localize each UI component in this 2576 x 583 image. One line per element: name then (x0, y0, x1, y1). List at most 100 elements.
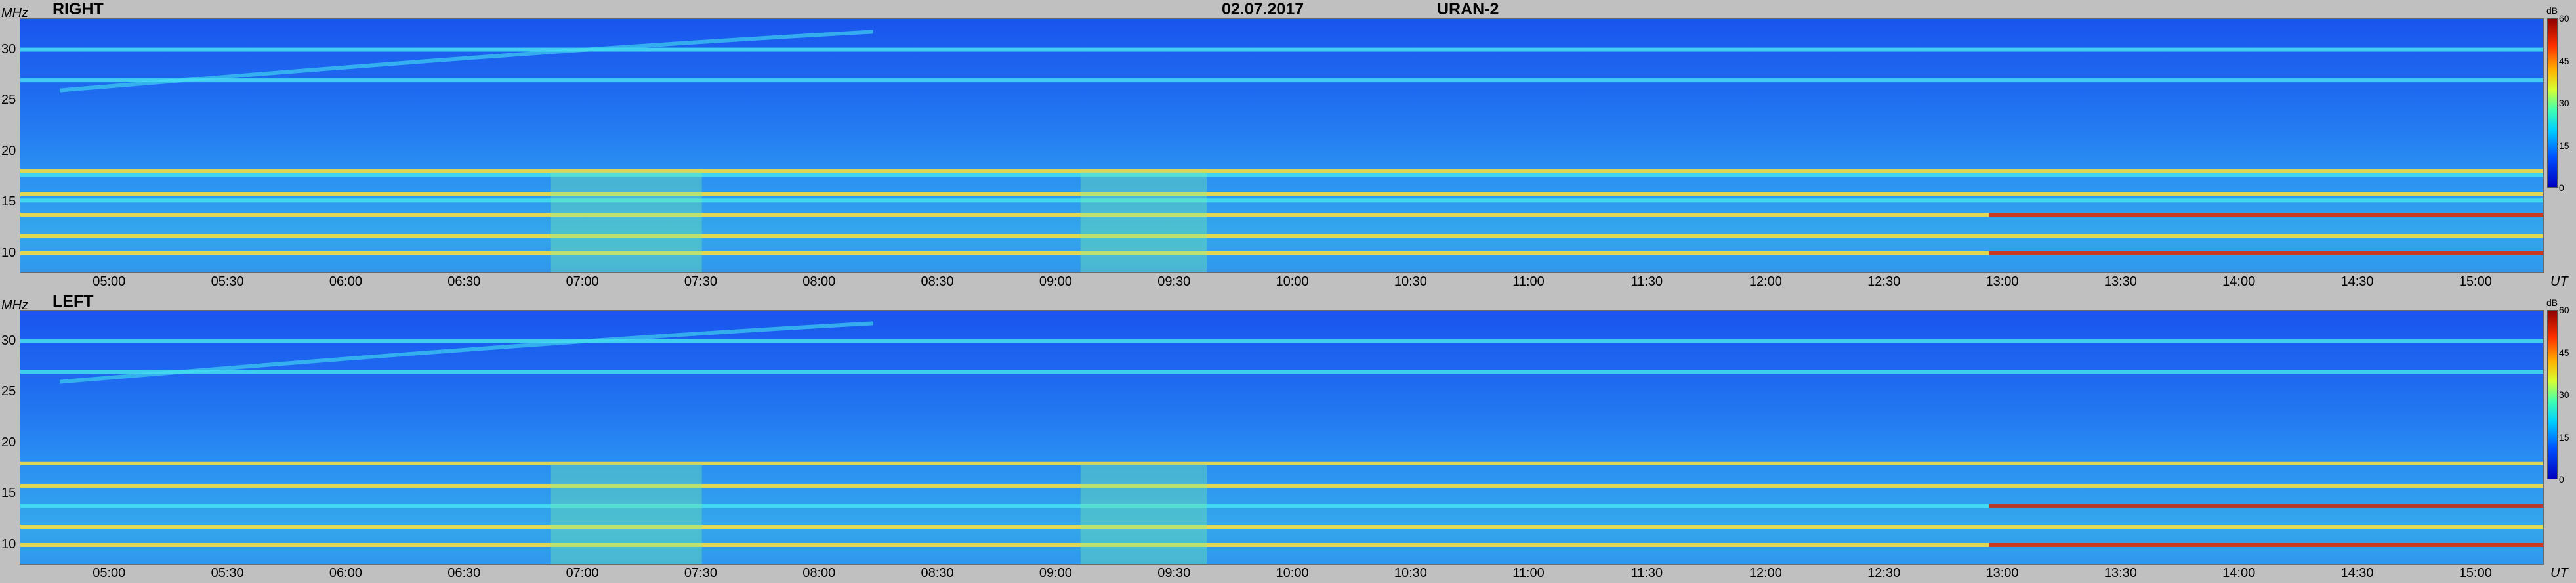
x-tick-label: 08:30 (921, 274, 954, 289)
broadband-emission (550, 171, 702, 272)
x-tick-label: 09:30 (1157, 566, 1191, 580)
x-tick-label: 05:00 (93, 274, 126, 289)
x-tick-label: 12:30 (1867, 274, 1901, 289)
y-tick-label: 25 (1, 384, 16, 399)
frequency-band (20, 173, 2543, 177)
y-tick-label: 30 (1, 333, 16, 348)
x-tick-label: 14:30 (2340, 274, 2374, 289)
spectrogram-right (20, 18, 2544, 273)
x-tick-label: 06:30 (447, 274, 481, 289)
x-tick-label: 11:30 (1631, 274, 1663, 289)
x-tick-label: 06:30 (447, 566, 481, 580)
panel-title-left: LEFT (52, 292, 94, 311)
frequency-band (20, 234, 2543, 238)
instrument-label: URAN-2 (1437, 0, 1499, 18)
colorbar-unit: dB (2546, 5, 2558, 16)
colorbar-tick-label: 60 (2559, 13, 2569, 24)
broadband-emission (1080, 171, 1207, 272)
intense-band-segment (1989, 542, 2543, 547)
colorbar-tick-label: 30 (2559, 98, 2569, 108)
x-tick-label: 09:30 (1157, 274, 1191, 289)
frequency-band (20, 169, 2543, 173)
frequency-band (20, 212, 2543, 217)
x-tick-label: 08:30 (921, 566, 954, 580)
x-tick-label: 08:00 (802, 566, 836, 580)
x-tick-label: 06:00 (329, 274, 362, 289)
x-tick-label: 11:00 (1512, 274, 1545, 289)
x-tick-label: 09:00 (1039, 274, 1072, 289)
y-tick-label: 15 (1, 194, 16, 209)
colorbar-tick-label: 60 (2559, 305, 2569, 315)
x-tick-label: 13:00 (1985, 566, 2019, 580)
x-tick-label: 14:30 (2340, 566, 2374, 580)
x-tick-label: 12:30 (1867, 566, 1901, 580)
colorbar-tick-label: 0 (2559, 183, 2564, 193)
frequency-band (20, 339, 2543, 343)
x-tick-label: 12:00 (1749, 274, 1782, 289)
x-tick-label: 10:30 (1394, 274, 1427, 289)
x-tick-label: 15:00 (2459, 274, 2492, 289)
frequency-band (20, 251, 2543, 255)
x-tick-label: 05:30 (211, 274, 244, 289)
frequency-band (20, 47, 2543, 52)
intense-band-segment (1989, 504, 2543, 508)
x-tick-label: 14:00 (2222, 274, 2256, 289)
spectrogram-left (20, 310, 2544, 565)
broadband-emission (1080, 463, 1207, 564)
panel-title-right: RIGHT (52, 0, 104, 18)
y-tick-label: 20 (1, 435, 16, 450)
x-tick-label: 05:30 (211, 566, 244, 580)
spectrogram-svg (20, 30, 2543, 272)
colorbar-right (2547, 18, 2558, 188)
frequency-band (20, 525, 2543, 529)
x-tick-label: 11:00 (1512, 566, 1545, 580)
x-tick-label: 07:30 (684, 566, 717, 580)
frequency-band (20, 461, 2543, 465)
frequency-band (20, 192, 2543, 196)
y-tick-label: 30 (1, 41, 16, 56)
y-tick-label: 10 (1, 245, 16, 260)
x-tick-label: 13:30 (2104, 566, 2137, 580)
spectrogram-svg (20, 321, 2543, 564)
y-tick-label: 25 (1, 93, 16, 108)
frequency-band (20, 198, 2543, 203)
x-tick-label: 08:00 (802, 274, 836, 289)
frequency-band (20, 78, 2543, 83)
colorbar-tick-label: 0 (2559, 474, 2564, 485)
colorbar-tick-label: 15 (2559, 140, 2569, 151)
intense-band-segment (1989, 212, 2543, 217)
colorbar-unit: dB (2546, 297, 2558, 308)
x-unit-label: UT (2550, 566, 2568, 580)
x-tick-label: 07:00 (566, 274, 599, 289)
x-tick-label: 11:30 (1631, 566, 1663, 580)
broadband-emission (550, 463, 702, 564)
x-tick-label: 10:30 (1394, 566, 1427, 580)
x-tick-label: 05:00 (93, 566, 126, 580)
x-tick-label: 07:00 (566, 566, 599, 580)
x-tick-label: 07:30 (684, 274, 717, 289)
y-tick-label: 10 (1, 536, 16, 551)
frequency-band (20, 370, 2543, 374)
x-tick-label: 09:00 (1039, 566, 1072, 580)
x-tick-label: 10:00 (1276, 274, 1309, 289)
y-unit-label: MHz (1, 6, 29, 20)
x-tick-label: 15:00 (2459, 566, 2492, 580)
date-label: 02.07.2017 (1222, 0, 1304, 18)
frequency-band (20, 483, 2543, 488)
x-tick-label: 06:00 (329, 566, 362, 580)
x-tick-label: 14:00 (2222, 566, 2256, 580)
x-unit-label: UT (2550, 274, 2568, 289)
colorbar-tick-label: 45 (2559, 347, 2569, 358)
x-tick-label: 12:00 (1749, 566, 1782, 580)
frequency-band (20, 542, 2543, 547)
colorbar-tick-label: 15 (2559, 431, 2569, 443)
frequency-band (20, 504, 2543, 508)
x-tick-label: 10:00 (1276, 566, 1309, 580)
colorbar-left (2547, 310, 2558, 479)
colorbar-tick-label: 30 (2559, 389, 2569, 400)
y-tick-label: 20 (1, 143, 16, 158)
x-tick-label: 13:30 (2104, 274, 2137, 289)
x-tick-label: 13:00 (1985, 274, 2019, 289)
intense-band-segment (1989, 251, 2543, 255)
y-tick-label: 15 (1, 486, 16, 501)
